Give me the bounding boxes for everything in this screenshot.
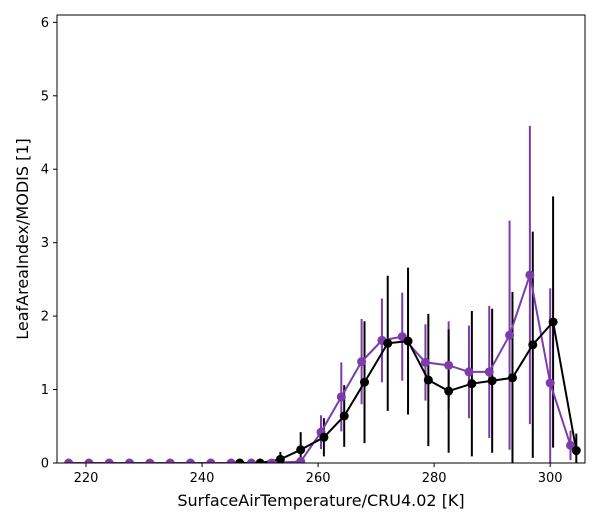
- data-point: [296, 457, 306, 463]
- data-point: [484, 367, 494, 377]
- data-point: [246, 458, 256, 463]
- data-point: [444, 360, 454, 370]
- data-point: [84, 458, 94, 463]
- x-tick-label: 220: [74, 471, 99, 486]
- y-tick-label: 3: [41, 236, 49, 251]
- plot-frame: [56, 14, 586, 464]
- x-axis-label: SurfaceAirTemperature/CRU4.02 [K]: [177, 491, 464, 510]
- data-point: [360, 377, 370, 387]
- data-point: [571, 446, 581, 456]
- data-point: [125, 458, 135, 463]
- data-point: [357, 357, 367, 367]
- data-point: [185, 458, 195, 463]
- data-point: [403, 336, 413, 346]
- data-point: [545, 378, 555, 388]
- y-tick-label: 0: [41, 457, 49, 472]
- y-tick-label: 5: [41, 89, 49, 104]
- data-point: [528, 340, 538, 350]
- data-point: [420, 357, 430, 367]
- data-point: [145, 458, 155, 463]
- data-point: [275, 454, 285, 463]
- data-point: [464, 367, 474, 377]
- data-point: [507, 373, 517, 383]
- y-tick-label: 6: [41, 16, 49, 31]
- y-axis-ticks: 0 1 2 3 4 5 6: [41, 16, 57, 472]
- x-tick-label: 280: [422, 471, 447, 486]
- y-axis-label: LeafAreaIndex/MODIS [1]: [13, 138, 32, 340]
- data-point: [525, 270, 535, 280]
- data-point: [235, 458, 245, 463]
- data-point: [339, 411, 349, 421]
- data-point: [319, 432, 329, 442]
- x-tick-label: 300: [538, 471, 563, 486]
- x-tick-label: 240: [190, 471, 215, 486]
- series-markers: [64, 270, 581, 463]
- data-point: [505, 330, 515, 340]
- data-point: [226, 458, 236, 463]
- data-point: [104, 458, 114, 463]
- data-point: [296, 445, 306, 455]
- y-tick-label: 2: [41, 310, 49, 325]
- data-point: [64, 458, 74, 463]
- data-point: [548, 317, 558, 327]
- x-axis-ticks: 220 240 260 280 300: [74, 463, 563, 486]
- data-point: [255, 458, 265, 463]
- data-point: [565, 440, 575, 450]
- data-point: [165, 458, 175, 463]
- data-point: [444, 386, 454, 396]
- y-tick-label: 4: [41, 163, 49, 178]
- data-point: [423, 375, 433, 385]
- data-point: [467, 379, 477, 389]
- data-point: [336, 392, 346, 402]
- data-point: [383, 338, 393, 348]
- data-point: [487, 376, 497, 386]
- data-point: [267, 458, 277, 463]
- data-point: [206, 458, 216, 463]
- x-tick-label: 260: [306, 471, 331, 486]
- y-tick-label: 1: [41, 383, 49, 398]
